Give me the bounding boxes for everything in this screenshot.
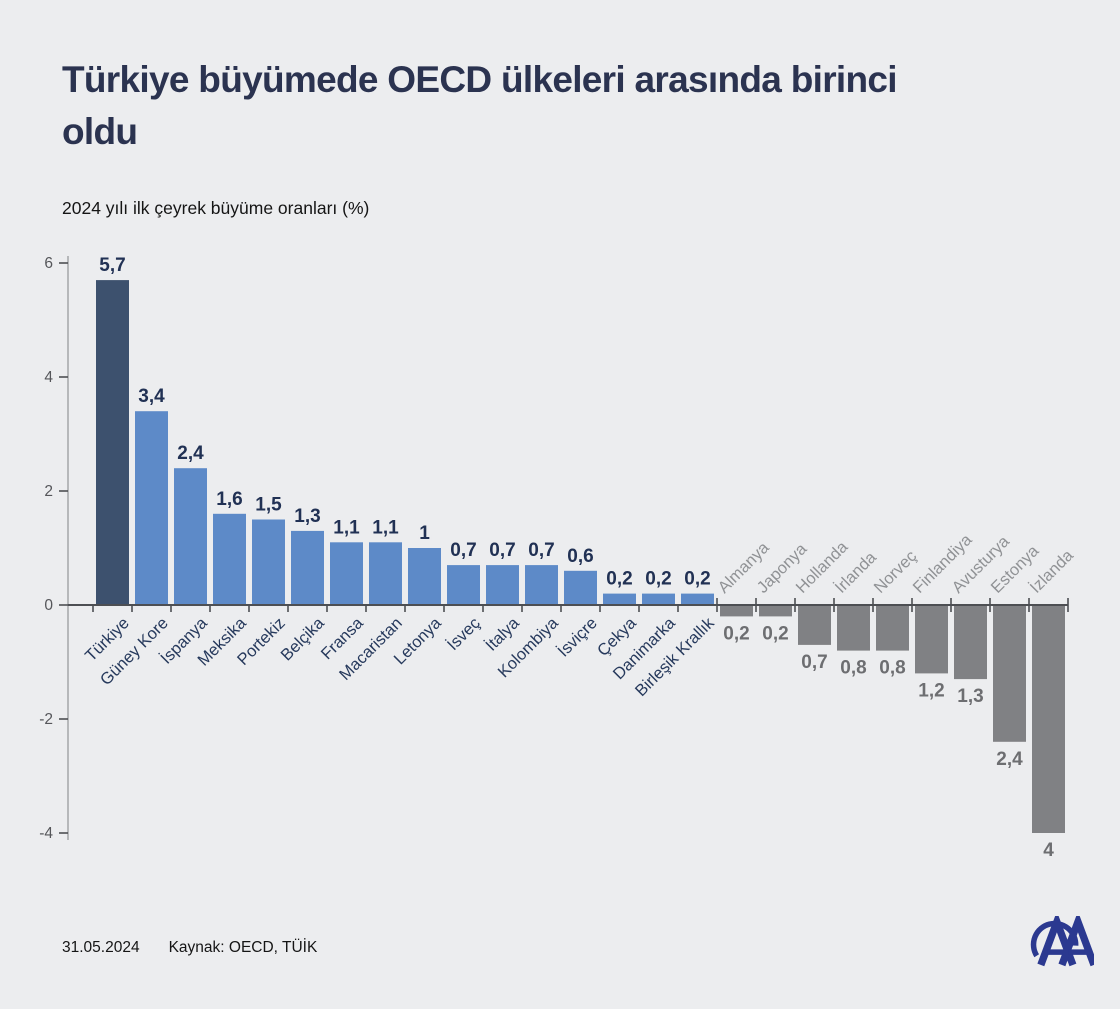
bar-value-label: 1,2 xyxy=(918,680,944,701)
bar-value-label: 0,2 xyxy=(723,623,749,644)
bar-value-label: 1,6 xyxy=(216,489,242,510)
y-tick-label: 4 xyxy=(44,369,53,386)
bar-positive xyxy=(642,593,675,605)
logo-shape xyxy=(1058,916,1094,967)
bar-value-label: 4 xyxy=(1043,840,1054,861)
bar-positive xyxy=(603,593,636,605)
bar-positive xyxy=(252,519,285,605)
bar-value-label: 1,3 xyxy=(957,686,983,707)
bar-value-label: 0,2 xyxy=(684,569,710,590)
bar-positive xyxy=(135,411,168,605)
source-text: Kaynak: OECD, TÜİK xyxy=(168,939,318,956)
bar-highlight xyxy=(96,280,129,605)
bar-value-label: 1,3 xyxy=(294,506,320,527)
bar-value-label: 1 xyxy=(419,523,430,544)
publish-date: 31.05.2024 xyxy=(62,939,140,956)
bar-negative xyxy=(798,605,831,645)
category-label: Belçika xyxy=(277,614,328,665)
footer: 31.05.2024 Kaynak: OECD, TÜİK xyxy=(62,939,317,957)
bar-value-label: 2,4 xyxy=(996,749,1023,770)
bar-value-label: 0,2 xyxy=(645,569,671,590)
bar-value-label: 0,7 xyxy=(489,540,515,561)
page-title: Türkiye büyümede OECD ülkeleri arasında … xyxy=(62,59,898,152)
bar-positive xyxy=(213,513,246,605)
bar-positive xyxy=(486,565,519,605)
bar-value-label: 1,5 xyxy=(255,495,282,516)
bar-negative xyxy=(837,605,870,651)
bar-positive xyxy=(408,548,441,605)
anadolu-agency-logo-icon xyxy=(1030,916,1094,967)
bar-value-label: 3,4 xyxy=(138,386,165,407)
bar-negative xyxy=(759,605,792,617)
bar-value-label: 0,2 xyxy=(762,623,788,644)
bar-positive xyxy=(447,565,480,605)
y-tick-label: 6 xyxy=(44,255,53,272)
bar-positive xyxy=(369,542,402,605)
bar-value-label: 0,8 xyxy=(879,658,905,679)
y-tick-label: -2 xyxy=(39,711,53,728)
bar-value-label: 5,7 xyxy=(99,255,125,276)
bar-value-label: 0,7 xyxy=(528,540,554,561)
bar-value-label: 0,8 xyxy=(840,658,866,679)
bar-value-label: 1,1 xyxy=(372,517,399,538)
bar-positive xyxy=(681,593,714,605)
category-label: İsviçre xyxy=(554,613,601,660)
bar-positive xyxy=(330,542,363,605)
bar-positive xyxy=(291,530,324,605)
category-label: Norveç xyxy=(871,547,921,597)
bar-positive xyxy=(564,570,597,605)
y-tick-label: 2 xyxy=(44,483,53,500)
category-label: İsveç xyxy=(443,613,484,654)
bar-negative xyxy=(720,605,753,617)
chart-subtitle: 2024 yılı ilk çeyrek büyüme oranları (%) xyxy=(62,198,370,218)
bar-positive xyxy=(174,468,207,605)
bar-negative xyxy=(1032,605,1065,833)
bar-positive xyxy=(525,565,558,605)
y-tick-label: 0 xyxy=(44,597,53,614)
bar-negative xyxy=(876,605,909,651)
bar-value-label: 0,7 xyxy=(801,652,827,673)
bar-value-label: 0,7 xyxy=(450,540,476,561)
y-tick-label: -4 xyxy=(39,825,53,842)
bar-value-label: 0,2 xyxy=(606,569,632,590)
bar-value-label: 1,1 xyxy=(333,517,360,538)
bar-negative xyxy=(993,605,1026,742)
bar-value-label: 2,4 xyxy=(177,443,204,464)
bar-negative xyxy=(954,605,987,680)
bar-negative xyxy=(915,605,948,674)
bar-value-label: 0,6 xyxy=(567,546,593,567)
